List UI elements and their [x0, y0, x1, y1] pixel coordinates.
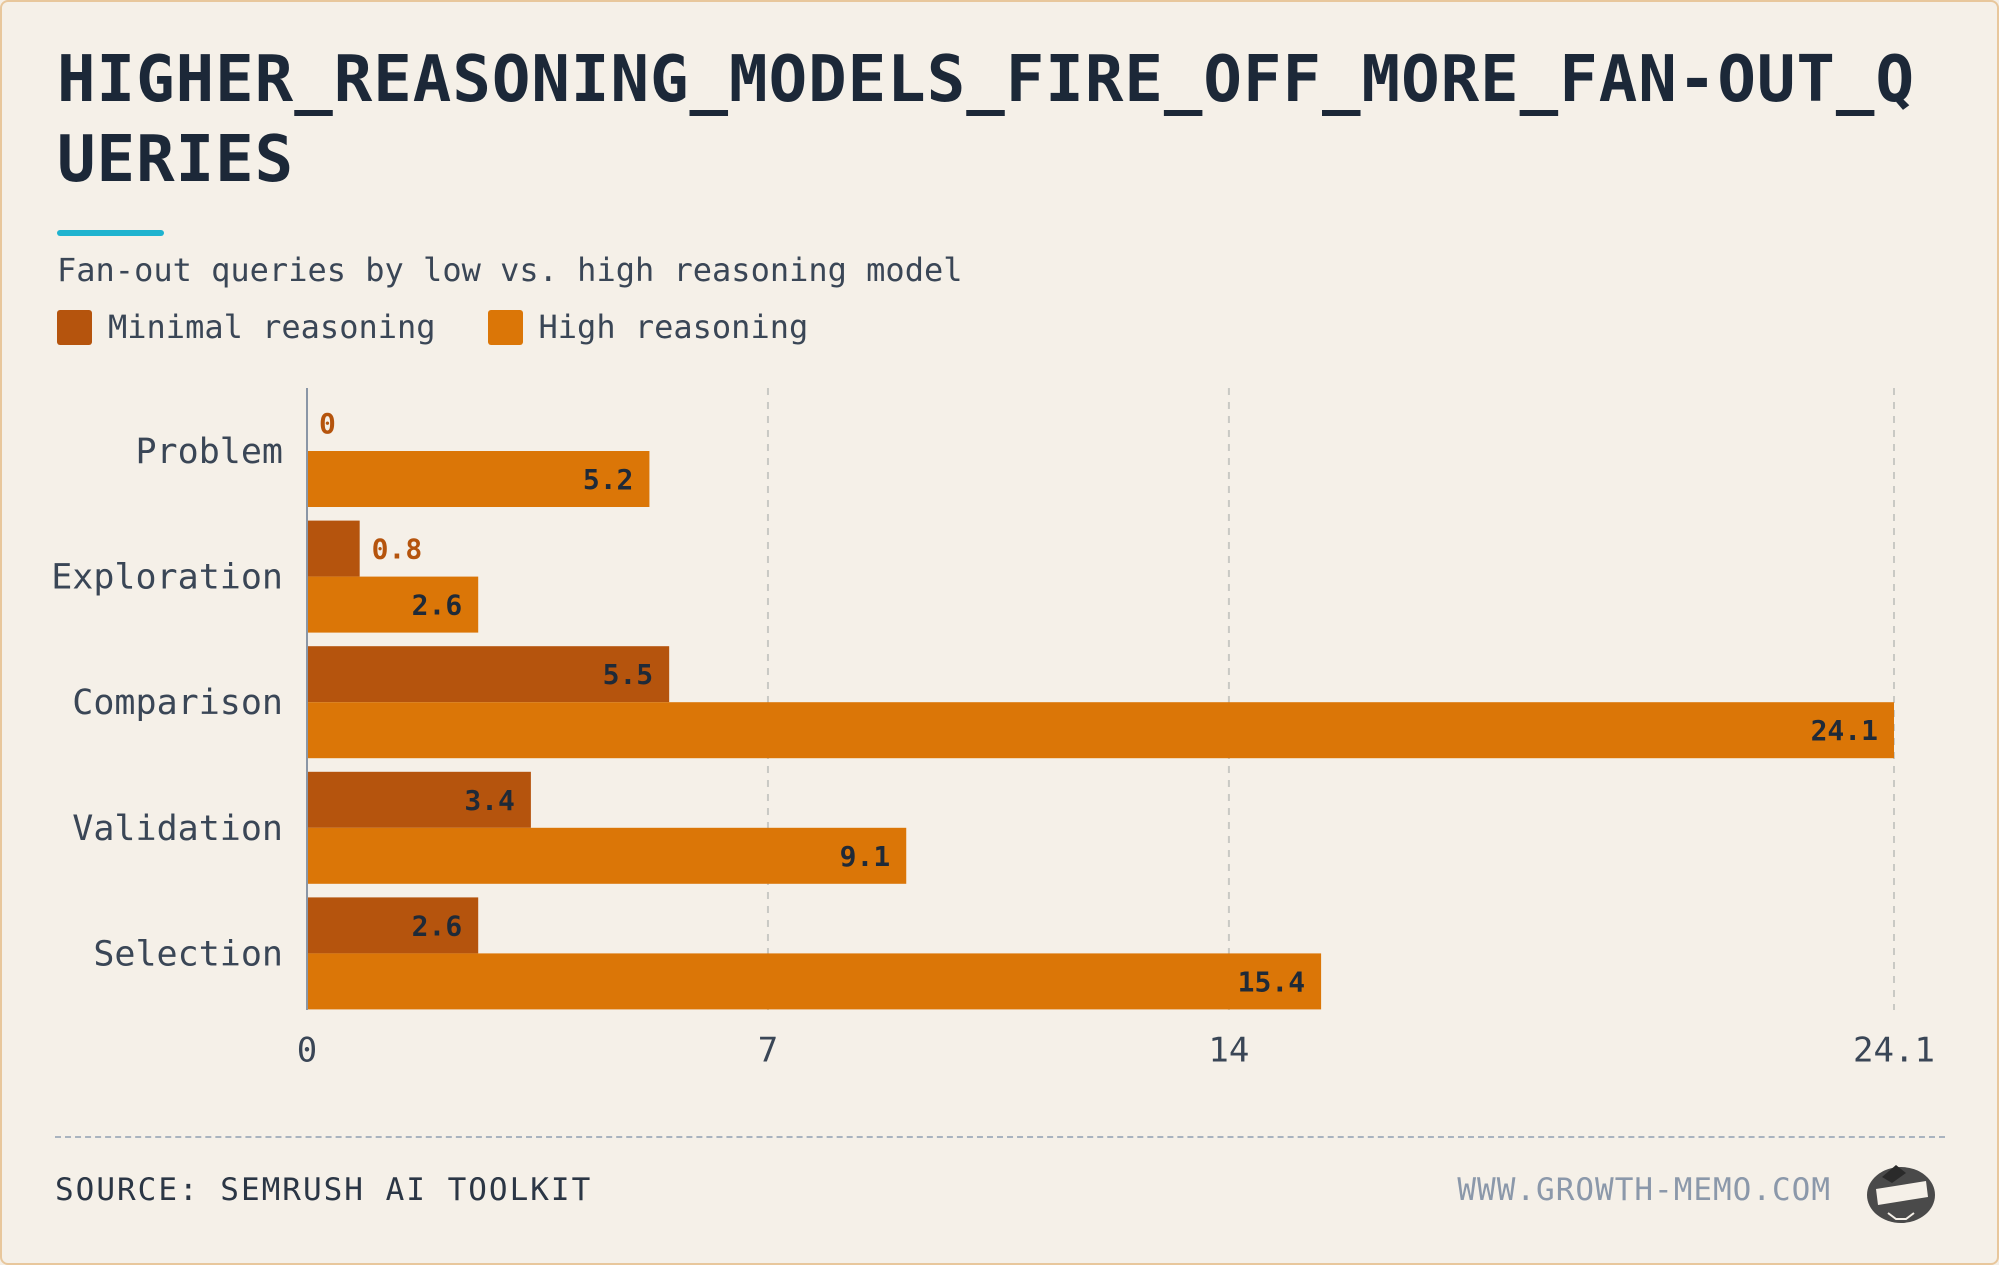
data-label: 2.6 [412, 909, 463, 942]
data-label: 24.1 [1811, 714, 1878, 747]
legend-swatch-minimal [57, 309, 92, 345]
footer-divider [55, 1136, 1945, 1138]
data-label: 2.6 [412, 589, 463, 622]
x-tick-label: 0 [297, 1031, 317, 1071]
source-label: SOURCE: SEMRUSH AI TOOLKIT [55, 1172, 593, 1208]
data-label: 5.2 [583, 463, 634, 496]
data-label: 9.1 [840, 840, 891, 873]
bar [307, 646, 670, 703]
bar [307, 827, 907, 884]
data-label: 3.4 [464, 784, 515, 817]
bar [307, 897, 479, 954]
legend-item-minimal: Minimal reasoning [57, 308, 436, 346]
data-label: 0 [319, 407, 336, 440]
bar [307, 953, 1322, 1010]
bar [307, 520, 360, 577]
bar [307, 451, 650, 507]
growth-memo-logo [1867, 1165, 1935, 1223]
data-label: 0.8 [372, 533, 423, 566]
category-label: Validation [72, 809, 283, 849]
bar [307, 576, 479, 633]
bar [307, 771, 531, 828]
category-label: Problem [135, 432, 283, 472]
chart-subtitle: Fan-out queries by low vs. high reasonin… [57, 251, 963, 289]
category-label: Selection [93, 934, 283, 974]
site-url[interactable]: WWW.GROWTH-MEMO.COM [1457, 1172, 1831, 1208]
x-tick-label: 14 [1208, 1031, 1249, 1071]
legend: Minimal reasoning High reasoning [57, 308, 860, 346]
title-accent-bar [57, 230, 164, 236]
x-tick-label: 7 [758, 1031, 778, 1071]
category-label: Comparison [72, 683, 283, 723]
legend-label-minimal: Minimal reasoning [108, 308, 436, 346]
x-tick-label: 24.1 [1853, 1031, 1935, 1071]
bar [307, 702, 1894, 759]
legend-swatch-high [487, 309, 523, 345]
category-label: Exploration [51, 558, 283, 598]
data-label: 15.4 [1238, 965, 1305, 998]
data-label: 5.5 [603, 658, 654, 691]
legend-label-high: High reasoning [538, 308, 809, 346]
legend-item-high: High reasoning [487, 308, 809, 346]
chart-title: HIGHER_REASONING_MODELS_FIRE_OFF_MORE_FA… [57, 43, 1915, 197]
